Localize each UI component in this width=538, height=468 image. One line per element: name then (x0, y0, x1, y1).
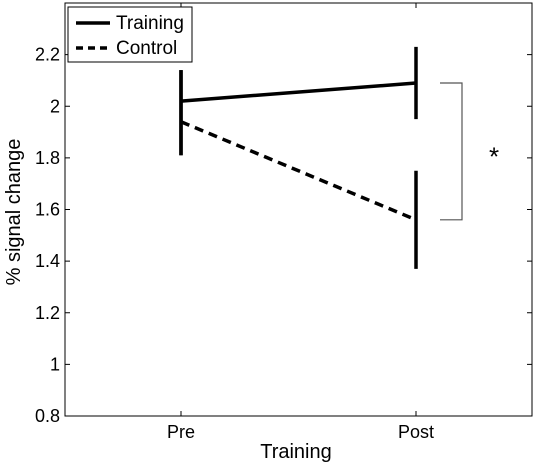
significance-bracket (440, 82, 463, 221)
series-line (180, 120, 417, 222)
y-tick-label: 2 (50, 96, 60, 116)
y-axis-ticks: 0.8 1 1.2 1.4 1.6 1.8 2 2.2 (35, 45, 532, 426)
legend-label: Training (116, 13, 184, 34)
y-tick-label: 1.6 (35, 200, 60, 220)
x-tick-label: Pre (167, 422, 195, 442)
series-training (179, 46, 418, 156)
x-axis-ticks: Pre Post (167, 3, 434, 442)
series-control (179, 70, 418, 269)
y-tick-label: 1.8 (35, 148, 60, 168)
x-axis-label: Training (260, 441, 332, 463)
y-axis-label: % signal change (3, 139, 25, 286)
legend-box (67, 6, 193, 63)
significance-annotation: * (440, 82, 499, 221)
y-tick-label: 2.2 (35, 45, 60, 65)
legend-label: Control (116, 38, 177, 59)
legend: Training Control (67, 6, 193, 63)
y-tick-label: 0.8 (35, 406, 60, 426)
y-tick-label: 1.2 (35, 303, 60, 323)
y-tick-label: 1 (50, 354, 60, 374)
significance-star: * (489, 141, 499, 171)
series (179, 46, 418, 269)
data-point (180, 121, 182, 123)
series-line (180, 81, 417, 103)
y-tick-label: 1.4 (35, 251, 60, 271)
x-tick-label: Post (398, 422, 434, 442)
data-point (415, 82, 417, 84)
data-point (415, 219, 417, 221)
